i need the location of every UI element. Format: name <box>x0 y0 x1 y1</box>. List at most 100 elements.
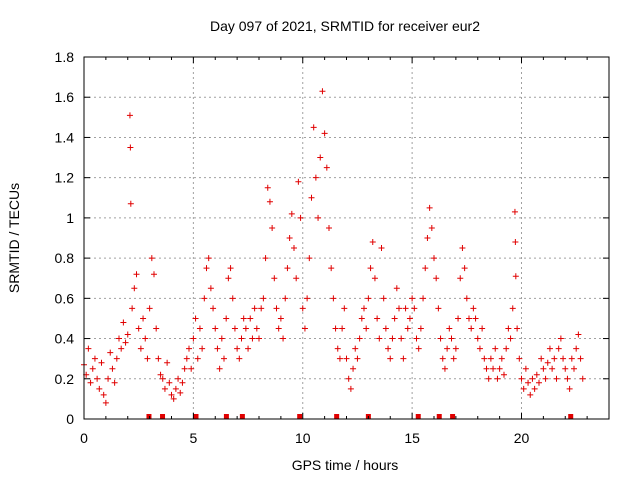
data-point <box>575 331 582 338</box>
gap-marker <box>334 414 340 419</box>
data-point <box>354 355 361 362</box>
data-point <box>380 295 387 302</box>
data-point <box>444 345 451 352</box>
data-point <box>468 325 475 332</box>
data-point <box>341 305 348 312</box>
data-point <box>579 375 586 382</box>
data-point <box>256 335 262 342</box>
data-point <box>431 255 437 262</box>
data-point <box>334 345 341 352</box>
gap-marker <box>193 414 199 419</box>
data-point <box>201 295 208 302</box>
data-point <box>332 325 339 332</box>
data-point <box>470 305 477 312</box>
data-point <box>345 375 352 382</box>
data-point <box>275 325 282 332</box>
data-point <box>461 265 468 272</box>
chart-title: Day 097 of 2021, SRMTID for receiver eur… <box>210 18 480 34</box>
data-point <box>533 371 540 378</box>
data-point <box>389 335 396 342</box>
data-point <box>435 305 442 312</box>
data-point <box>376 335 383 342</box>
data-point <box>496 365 503 372</box>
gap-marker <box>239 414 245 419</box>
y-tick-label: 1 <box>66 210 74 226</box>
data-point <box>242 325 249 332</box>
data-point <box>420 295 427 302</box>
data-point <box>258 305 265 312</box>
x-tick-label: 5 <box>189 430 197 446</box>
data-point <box>177 389 184 396</box>
data-point <box>304 295 311 302</box>
data-point <box>498 355 505 362</box>
data-point <box>520 385 527 392</box>
data-point <box>483 365 490 372</box>
data-point <box>514 325 521 332</box>
data-point <box>391 315 398 322</box>
data-point <box>113 355 120 362</box>
data-point <box>503 345 510 352</box>
data-point <box>127 200 134 207</box>
data-point <box>542 375 549 382</box>
data-point <box>336 355 343 362</box>
data-point <box>450 355 457 362</box>
data-point <box>474 335 481 342</box>
y-tick-label: 1.8 <box>55 49 75 65</box>
x-tick-label: 20 <box>514 430 530 446</box>
data-point <box>159 375 166 382</box>
data-point <box>295 178 302 185</box>
gap-marker <box>568 414 574 419</box>
y-tick-label: 0.8 <box>55 250 75 266</box>
data-point <box>527 391 534 398</box>
data-point <box>253 325 260 332</box>
data-point <box>140 315 147 322</box>
data-point <box>398 335 405 342</box>
data-point <box>546 345 553 352</box>
gap-marker <box>223 414 229 419</box>
data-point <box>225 275 232 282</box>
data-point <box>577 355 584 362</box>
data-point <box>120 319 127 326</box>
data-point <box>98 359 105 366</box>
data-point <box>297 214 304 221</box>
data-point <box>280 335 287 342</box>
data-point <box>133 271 140 278</box>
data-point <box>291 245 297 252</box>
y-tick-label: 0.2 <box>55 371 75 387</box>
data-point <box>343 355 350 362</box>
data-point <box>402 305 409 312</box>
data-point <box>227 265 234 272</box>
data-point <box>494 375 501 382</box>
data-point <box>236 355 243 362</box>
data-point <box>426 204 433 211</box>
data-point <box>551 355 558 362</box>
data-point <box>369 239 376 246</box>
data-point <box>441 365 448 372</box>
data-point <box>507 335 514 342</box>
y-tick-label: 0.6 <box>55 290 75 306</box>
data-point <box>328 265 335 272</box>
data-point <box>109 365 116 372</box>
y-tick-label: 0 <box>66 411 74 427</box>
data-point <box>555 345 562 352</box>
data-point <box>212 325 219 332</box>
data-point <box>240 315 247 322</box>
data-point <box>350 365 357 372</box>
data-point <box>476 345 483 352</box>
data-point <box>509 305 516 312</box>
data-point <box>299 305 306 312</box>
data-point <box>361 305 367 312</box>
data-point <box>286 235 293 241</box>
data-point <box>573 345 580 352</box>
data-point <box>448 335 455 342</box>
x-tick-label: 15 <box>404 430 420 446</box>
data-point <box>238 335 245 342</box>
data-point <box>557 335 564 342</box>
x-tick-label: 0 <box>80 430 88 446</box>
data-point <box>94 375 101 382</box>
gap-marker <box>160 414 166 419</box>
data-point <box>196 325 203 332</box>
data-point <box>245 345 252 352</box>
data-point <box>409 295 416 302</box>
